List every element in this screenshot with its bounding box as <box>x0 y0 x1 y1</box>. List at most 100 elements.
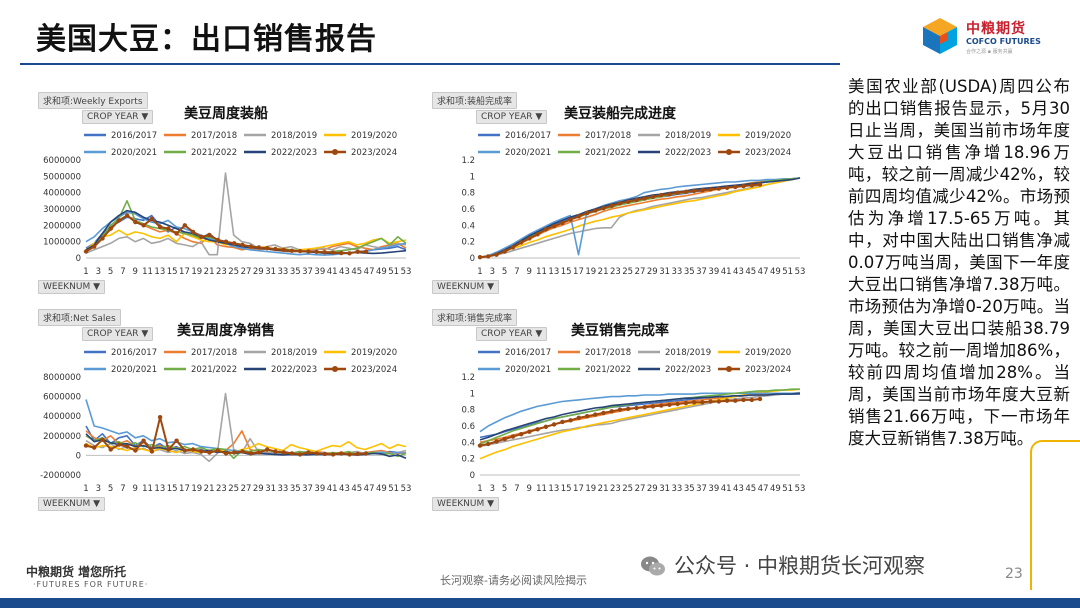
cofco-logo: 中粮期货 COFCO FUTURES 合作之源 ▪ 服务共赢 <box>920 14 1050 60</box>
cube-logo-icon <box>923 18 957 54</box>
x-tick-label: 49 <box>770 267 781 277</box>
series-marker <box>502 249 507 254</box>
crop-year-filter-button[interactable]: CROP YEAR ▼ <box>82 327 154 341</box>
y-tick-label: 5000000 <box>43 172 81 182</box>
series-marker <box>339 451 344 456</box>
weeknum-filter-button[interactable]: WEEKNUM ▼ <box>432 497 500 511</box>
legend-marker <box>332 149 338 155</box>
series-marker <box>273 246 278 252</box>
y-tick-label: 2000000 <box>43 221 81 231</box>
series-marker <box>248 244 253 249</box>
series-marker <box>314 451 319 456</box>
legend-label: 2019/2020 <box>351 131 397 141</box>
x-tick-label: 23 <box>216 267 227 277</box>
series-marker <box>223 451 229 456</box>
x-tick-label: 31 <box>265 484 276 494</box>
series-line-2023-2024 <box>479 398 761 447</box>
x-tick-label: 35 <box>684 484 695 494</box>
weeknum-filter-button[interactable]: WEEKNUM ▼ <box>38 280 106 294</box>
weeknum-filter-button[interactable]: WEEKNUM ▼ <box>432 280 500 294</box>
weeknum-filter-button[interactable]: WEEKNUM ▼ <box>38 497 106 511</box>
x-tick-label: 23 <box>610 267 621 277</box>
x-tick-label: 19 <box>191 484 202 494</box>
series-marker <box>626 406 631 411</box>
legend-label: 2016/2017 <box>111 131 157 141</box>
crop-year-filter-button[interactable]: CROP YEAR ▼ <box>82 110 154 124</box>
legend-label: 2017/2018 <box>191 348 237 358</box>
x-tick-label: 41 <box>327 484 338 494</box>
legend-label: 2018/2019 <box>665 348 711 358</box>
x-tick-label: 43 <box>339 484 350 494</box>
x-tick-label: 49 <box>770 484 781 494</box>
series-marker <box>108 447 113 452</box>
legend-label: 2016/2017 <box>505 131 551 141</box>
series-marker <box>83 443 89 448</box>
series-marker <box>330 250 336 255</box>
x-tick-label: 13 <box>154 267 165 277</box>
x-tick-label: 31 <box>659 267 670 277</box>
series-marker <box>240 242 245 248</box>
series-marker <box>675 401 680 407</box>
footer-slogan-en: ·FUTURES FOR FUTURE· <box>33 580 149 589</box>
x-tick-label: 31 <box>659 484 670 494</box>
x-tick-label: 53 <box>401 267 412 277</box>
series-marker <box>355 451 360 457</box>
series-line-2017-2018 <box>479 392 800 444</box>
x-tick-label: 33 <box>278 484 289 494</box>
series-marker <box>322 451 327 457</box>
series-marker <box>330 452 336 457</box>
x-tick-label: 23 <box>610 484 621 494</box>
field-sum-button[interactable]: 求和项:Weekly Exports <box>38 92 148 109</box>
series-marker <box>749 397 754 403</box>
x-tick-label: 47 <box>758 267 769 277</box>
series-marker <box>133 219 138 225</box>
x-tick-label: 23 <box>216 484 227 494</box>
series-line-2019-2020 <box>85 440 407 454</box>
series-marker <box>256 450 262 455</box>
series-marker <box>182 223 187 228</box>
x-tick-label: 51 <box>388 484 399 494</box>
series-marker <box>182 448 187 453</box>
x-tick-label: 1 <box>83 267 88 277</box>
series-marker <box>240 449 245 454</box>
x-tick-label: 53 <box>795 267 806 277</box>
series-marker <box>593 208 598 213</box>
x-tick-label: 15 <box>167 267 178 277</box>
y-tick-label: 0 <box>76 451 81 461</box>
field-sum-button[interactable]: 求和项:Net Sales <box>38 309 121 326</box>
series-marker <box>626 199 631 204</box>
series-marker <box>609 203 614 208</box>
bottom-bar <box>0 598 1080 608</box>
y-tick-label: 3000000 <box>43 205 81 215</box>
x-tick-label: 43 <box>733 484 744 494</box>
series-line-2021-2022 <box>479 177 801 258</box>
series-marker <box>174 231 179 236</box>
x-tick-label: 37 <box>696 267 707 277</box>
legend-label: 2020/2021 <box>111 365 157 375</box>
field-sum-button[interactable]: 求和项:销售完成率 <box>432 309 518 326</box>
series-marker <box>650 194 656 199</box>
page-title: 美国大豆：出口销售报告 <box>36 22 377 57</box>
commentary-text: 美国农业部(USDA)周四公布的出口销售报告显示，5月30日止当周，美国当前市场… <box>848 77 1070 448</box>
chart-sales-progress: 求和项:销售完成率 CROP YEAR ▼ WEEKNUM ▼ 美豆销售完成率 2016… <box>430 305 810 517</box>
series-marker <box>149 449 155 454</box>
series-marker <box>510 434 516 439</box>
x-tick-label: 25 <box>622 267 633 277</box>
field-sum-button[interactable]: 求和项:装船完成率 <box>432 92 518 109</box>
x-tick-label: 45 <box>745 484 756 494</box>
series-marker <box>568 217 573 222</box>
crop-year-filter-button[interactable]: CROP YEAR ▼ <box>476 110 548 124</box>
series-marker <box>314 249 319 254</box>
series-marker <box>347 452 352 457</box>
chart-title: 美豆销售完成率 <box>571 322 669 339</box>
legend-label: 2022/2023 <box>665 148 711 158</box>
x-tick-label: 11 <box>142 484 153 494</box>
x-tick-label: 39 <box>708 267 719 277</box>
crop-year-filter-button[interactable]: CROP YEAR ▼ <box>476 327 548 341</box>
x-tick-label: 21 <box>598 267 609 277</box>
series-line-2020-2021 <box>479 392 800 433</box>
legend-label: 2019/2020 <box>745 131 791 141</box>
x-tick-label: 51 <box>782 484 793 494</box>
series-line-2016-2017 <box>479 393 800 439</box>
x-tick-label: 13 <box>548 267 559 277</box>
